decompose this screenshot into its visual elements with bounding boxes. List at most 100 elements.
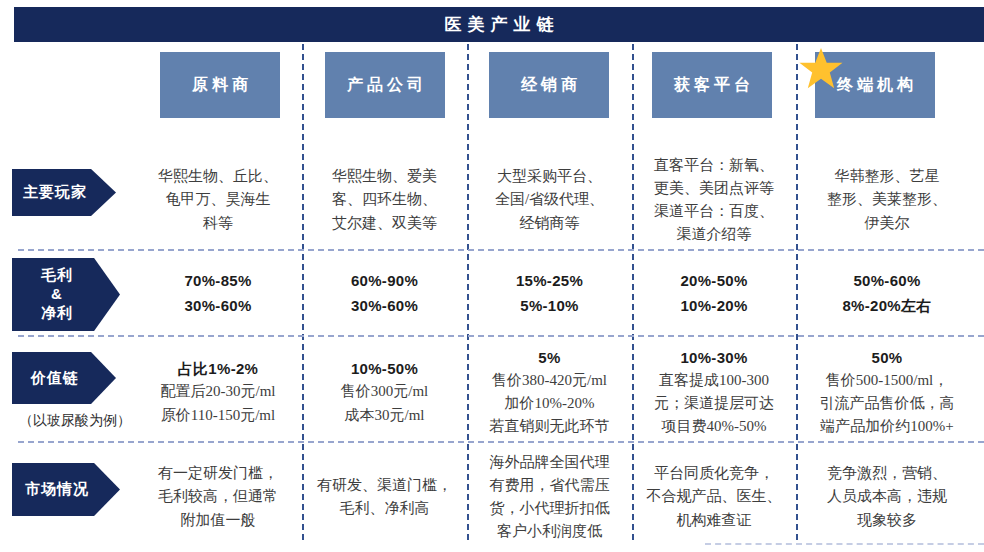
cell-text: 5% [538,346,560,369]
page: 医美产业链 原料商 产品公司 经销商 获客平台 终端机构主要玩家毛利&净利价值链 （以玻尿… [0,0,984,552]
column-header-label: 终端机构 [837,75,917,96]
cell-text: 售价380-420元/ml [492,369,607,392]
cell-value-chain-col2: 10%-50%售价300元/ml成本30元/ml [304,346,465,438]
cell-text: 海外品牌全国代理 [490,451,610,474]
cell-players-col4: 直客平台：新氧、更美、美团点评等渠道平台：百度、渠道介绍等 [634,155,794,245]
cell-text: 若直销则无此环节 [490,415,610,438]
cell-text: 华熙生物、爱美 [332,165,437,188]
cell-margins-col3: 15%-25%5%-10% [469,268,630,318]
cell-text: 占比1%-2% [178,357,258,380]
cell-text: 客户小利润度低 [497,520,602,543]
cell-text: 科等 [203,212,233,235]
cell-text: 50%-60% [853,268,920,294]
cell-players-col1: 华熙生物、丘比、龟甲万、昊海生科等 [136,155,300,245]
cell-text: 成本30元/ml [344,404,424,427]
cell-text: 平台同质化竞争， [654,462,774,485]
cell-text: 60%-90% [351,268,418,294]
cell-margins-col2: 60%-90%30%-60% [304,268,465,318]
row-label-market: 市场情况 [12,463,120,516]
cell-players-col2: 华熙生物、爱美客、四环生物、艾尔建、双美等 [304,155,465,245]
cell-margins-col4: 20%-50%10%-20% [634,268,794,318]
cell-market-col3: 海外品牌全国代理有费用，省代需压货，小代理折扣低客户小利润度低 [469,450,630,544]
column-header-label: 经销商 [521,75,581,96]
cell-text: 伊美尔 [865,212,910,235]
row-label-text: 净利 [41,304,73,323]
row-label-value-chain: 价值链 [12,352,116,404]
cell-text: 直客平台：新氧、 [654,154,774,177]
cell-text: 人员成本高，违规 [827,485,947,508]
row-label-margins: 毛利&净利 [12,258,120,331]
cell-text: 客、四环生物、 [332,188,437,211]
row-label-text: 主要玩家 [23,183,87,202]
cell-text: 渠道介绍等 [677,223,752,246]
cell-text: 附加值一般 [181,509,256,532]
cell-players-col3: 大型采购平台、全国/省级代理、经销商等 [469,155,630,245]
row-divider [18,249,984,251]
cell-text: 10%-20% [680,293,747,319]
cell-text: 30%-60% [184,293,251,319]
cell-text: 毛利、净利高 [340,497,430,520]
cell-text: 整形、美莱整形、 [827,188,947,211]
column-header-2: 产品公司 [325,52,445,118]
cell-text: 30%-60% [351,293,418,319]
cell-value-chain-col4: 10%-30%直客提成100-300元；渠道提层可达项目费40%-50% [634,346,794,438]
row-label-text: 市场情况 [25,480,89,499]
cell-text: 大型采购平台、 [497,165,602,188]
cell-text: 华韩整形、艺星 [835,165,940,188]
row-label-players: 主要玩家 [12,169,116,216]
cell-market-col5: 竞争激烈，营销、人员成本高，违规现象较多 [798,450,976,544]
cell-value-chain-col5: 50%售价500-1500/ml，引流产品售价低，高端产品加价约100%+ [798,346,976,438]
cell-text: 配置后20-30元/ml [161,380,276,403]
cell-text: 加价10%-20% [505,392,595,415]
cell-value-chain-col1: 占比1%-2%配置后20-30元/ml原价110-150元/ml [136,346,300,438]
cell-text: 15%-25% [516,268,583,294]
cell-market-col2: 有研发、渠道门槛，毛利、净利高 [304,450,465,544]
cell-text: 有费用，省代需压 [490,474,610,497]
cell-text: 70%-85% [184,268,251,294]
header-bar: 医美产业链 [14,7,984,42]
cell-margins-col1: 70%-85%30%-60% [136,268,300,318]
cell-text: 华熙生物、丘比、 [158,165,278,188]
row-divider [18,441,984,443]
column-header-label: 原料商 [192,75,252,96]
cell-text: 8%-20%左右 [842,293,931,319]
row-label-text: 毛利 [41,266,73,285]
cell-text: 直客提成100-300 [659,369,769,392]
cell-text: 货，小代理折扣低 [490,497,610,520]
column-header-label: 产品公司 [347,75,427,96]
cell-text: 更美、美团点评等 [654,177,774,200]
column-header-3: 经销商 [489,52,609,118]
row-label-text: 价值链 [31,369,79,388]
cell-text: 有一定研发门槛， [158,462,278,485]
cell-text: 引流产品售价低，高 [820,392,955,415]
cell-text: 有研发、渠道门槛， [317,474,452,497]
cell-players-col5: 华韩整形、艺星整形、美莱整形、伊美尔 [798,155,976,245]
value-chain-note: （以玻尿酸为例） [2,412,148,430]
column-header-1: 原料商 [160,52,280,118]
column-header-4: 获客平台 [652,52,772,118]
cell-text: 现象较多 [857,509,917,532]
cell-margins-col5: 50%-60%8%-20%左右 [798,268,976,318]
chain-title: 医美产业链 [439,13,560,36]
cell-text: 毛利较高，但通常 [158,485,278,508]
cell-text: 经销商等 [520,212,580,235]
cell-text: 售价300元/ml [341,380,429,403]
cell-text: 艾尔建、双美等 [332,212,437,235]
cell-text: 20%-50% [680,268,747,294]
cell-text: 元；渠道提层可达 [654,392,774,415]
cell-text: 5%-10% [520,293,579,319]
column-header-label: 获客平台 [674,75,754,96]
cell-market-col4: 平台同质化竞争，不合规产品、医生、机构难查证 [634,450,794,544]
cell-text: 50% [872,346,903,369]
cell-text: 全国/省级代理、 [495,188,604,211]
cell-text: 龟甲万、昊海生 [166,188,271,211]
cell-text: 售价500-1500/ml， [826,369,949,392]
cell-text: 竞争激烈，营销、 [827,462,947,485]
row-label-text: & [51,285,63,304]
cell-value-chain-col3: 5%售价380-420元/ml加价10%-20%若直销则无此环节 [469,346,630,438]
cell-text: 端产品加价约100%+ [820,415,953,438]
cell-text: 项目费40%-50% [662,415,767,438]
cell-text: 10%-50% [351,357,418,380]
cell-text: 10%-30% [680,346,747,369]
star-icon [799,44,843,94]
